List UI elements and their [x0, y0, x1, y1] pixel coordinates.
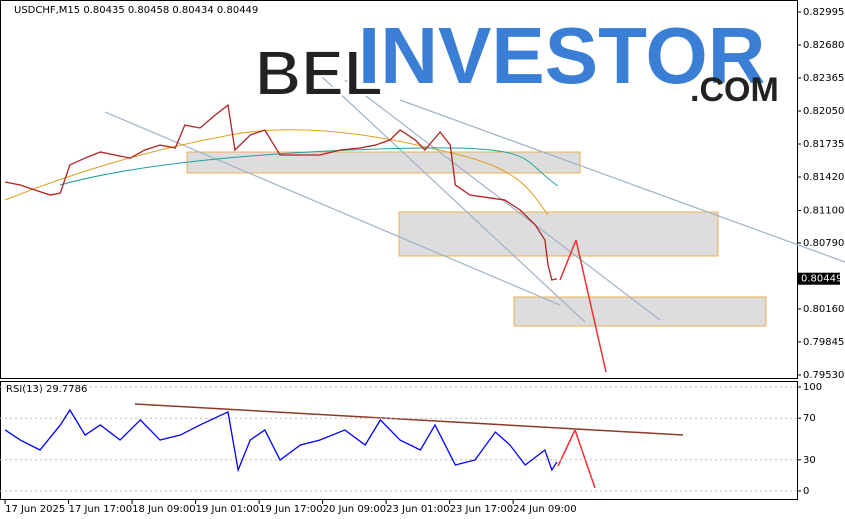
x-tick-label: 23 Jun 17:00	[450, 504, 514, 515]
x-tick-label: 20 Jun 09:00	[323, 504, 387, 515]
zone	[513, 296, 767, 327]
chart-title: USDCHF,M15 0.80435 0.80458 0.80434 0.804…	[14, 5, 258, 16]
x-tick-label: 19 Jun 01:00	[196, 504, 260, 515]
y-tick-label: 100	[803, 382, 822, 393]
last-price-box	[798, 272, 840, 285]
series-line	[4, 408, 558, 473]
y-tick-label: 0.79530	[803, 370, 844, 381]
y-tick-label: 0	[803, 486, 809, 497]
y-tick-label: 0.79845	[803, 337, 844, 348]
zone	[398, 211, 719, 257]
last-price-label: 0.80449	[801, 274, 842, 285]
y-tick-label: 0.81420	[803, 172, 844, 183]
y-tick-label: 30	[803, 455, 816, 466]
y-tick-label: 0.82050	[803, 106, 844, 117]
zone	[186, 151, 581, 174]
y-tick-label: 70	[803, 413, 816, 424]
watermark: BEL INVESTOR .COM	[254, 11, 779, 110]
x-tick-label: 17 Jun 17:00	[69, 504, 133, 515]
rsi-title: RSI(13) 29.7786	[6, 384, 87, 395]
y-tick-label: 0.81735	[803, 139, 844, 150]
x-tick-label: 19 Jun 17:00	[259, 504, 323, 515]
rsi-pane	[0, 381, 798, 500]
watermark-text: BEL	[255, 37, 383, 109]
x-tick-label: 23 Jun 01:00	[386, 504, 450, 515]
x-tick-label: 24 Jun 09:00	[513, 504, 577, 515]
y-tick-label: 0.82680	[803, 40, 844, 51]
watermark-text: .COM	[690, 71, 779, 109]
series-line	[4, 103, 558, 281]
x-tick-label: 18 Jun 09:00	[132, 504, 196, 515]
ma-line	[59, 147, 559, 187]
x-tick-label: 17 Jun 2025	[5, 504, 65, 515]
ma-line	[4, 129, 549, 216]
y-tick-label: 0.82365	[803, 73, 844, 84]
y-tick-label: 0.82995	[803, 7, 844, 18]
y-tick-label: 0.80790	[803, 238, 844, 249]
watermark-text: INVESTOR	[358, 11, 766, 100]
y-tick-label: 0.81100	[803, 206, 844, 217]
y-tick-label: 0.80160	[803, 304, 844, 315]
